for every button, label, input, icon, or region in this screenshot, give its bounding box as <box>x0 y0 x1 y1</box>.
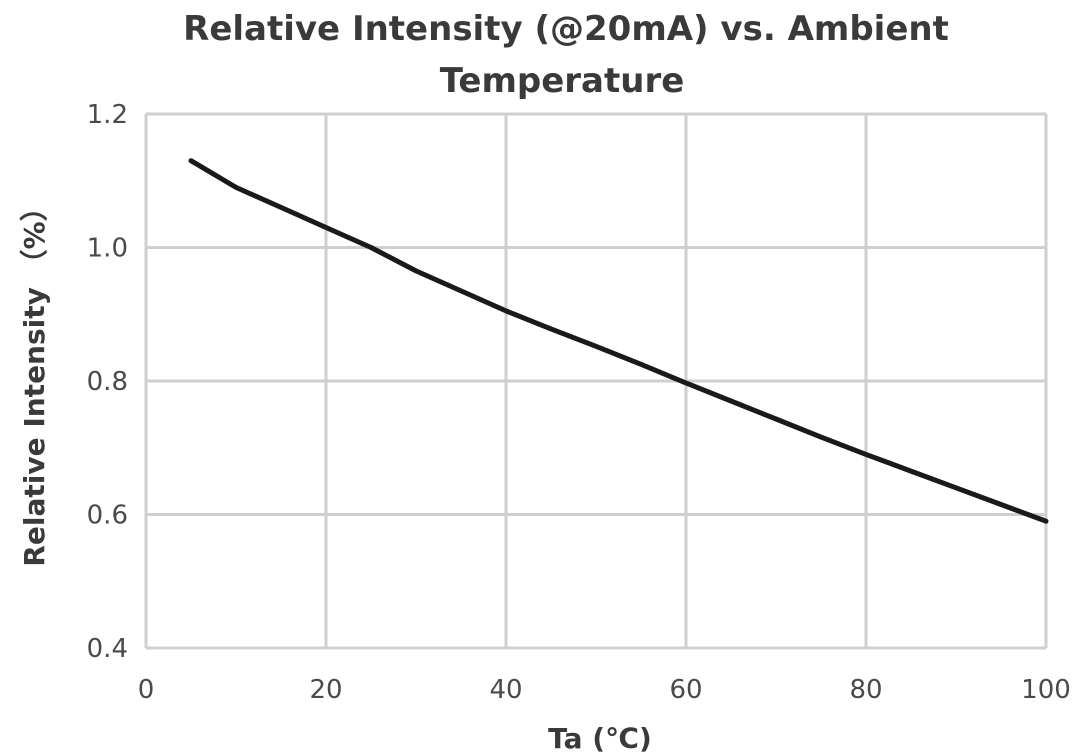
x-tick-label: 0 <box>138 675 155 705</box>
y-axis-label: Relative Intensity （%） <box>18 193 51 566</box>
series-layer <box>188 158 1049 524</box>
x-tick-label: 80 <box>849 675 882 705</box>
x-tick-label: 20 <box>309 675 342 705</box>
x-tick-label: 40 <box>489 675 522 705</box>
x-tick-label: 60 <box>669 675 702 705</box>
x-axis-label: Ta (℃) <box>548 722 652 755</box>
x-axis-ticks: 0 20 40 60 80 100 <box>138 675 1071 705</box>
y-tick-label: 0.8 <box>87 367 128 397</box>
grid <box>144 112 1048 650</box>
series-line <box>188 158 1049 524</box>
y-tick-label: 1.2 <box>87 100 128 130</box>
x-tick-label: 100 <box>1021 675 1071 705</box>
y-tick-label: 0.4 <box>87 634 128 664</box>
chart-title-line-1: Relative Intensity (@20mA) vs. Ambient <box>183 9 949 49</box>
y-axis-ticks: 0.4 0.6 0.8 1.0 1.2 <box>87 100 128 664</box>
y-tick-label: 0.6 <box>87 501 128 531</box>
y-tick-label: 1.0 <box>87 234 128 264</box>
chart-title-line-2: Temperature <box>440 61 685 101</box>
chart-title: Relative Intensity (@20mA) vs. Ambient T… <box>183 9 949 101</box>
